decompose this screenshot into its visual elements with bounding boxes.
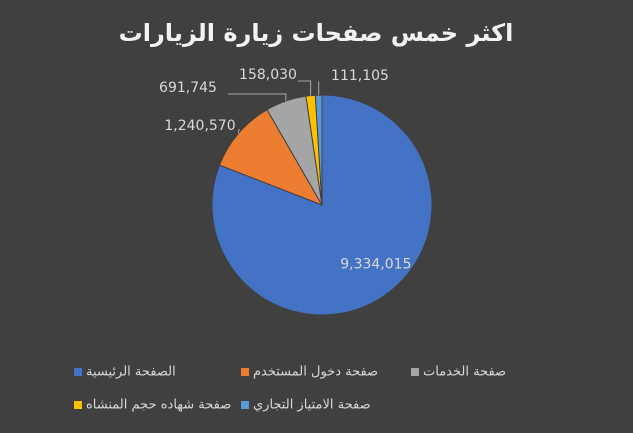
data-label: 111,105 xyxy=(331,68,389,84)
data-label: 691,745 xyxy=(159,80,217,96)
legend-label: صفحة شهاده حجم المنشاه xyxy=(86,398,231,413)
data-label: 1,240,570 xyxy=(164,118,235,134)
data-label: 158,030 xyxy=(239,67,297,83)
legend-label: صفحة الامتياز التجاري xyxy=(253,398,371,413)
legend-swatch xyxy=(74,401,82,409)
legend-swatch xyxy=(411,368,419,376)
leader-line xyxy=(228,93,287,102)
legend-label: صفحة دخول المستخدم xyxy=(253,365,378,380)
legend-swatch xyxy=(241,368,249,376)
data-label: 9,334,015 xyxy=(340,257,411,273)
pie-slice xyxy=(314,94,323,206)
legend-label: صفحة الخدمات xyxy=(423,365,506,380)
leader-line xyxy=(238,129,240,134)
leader-line xyxy=(298,80,312,96)
leader-line xyxy=(318,81,320,96)
legend-label: الصفحة الرئيسية xyxy=(86,365,176,380)
legend-swatch xyxy=(241,401,249,409)
pie-slice xyxy=(218,109,324,206)
legend-swatch xyxy=(74,368,82,376)
chart-title: اكثر خمس صفحات زيارة الزيارات xyxy=(119,19,514,47)
